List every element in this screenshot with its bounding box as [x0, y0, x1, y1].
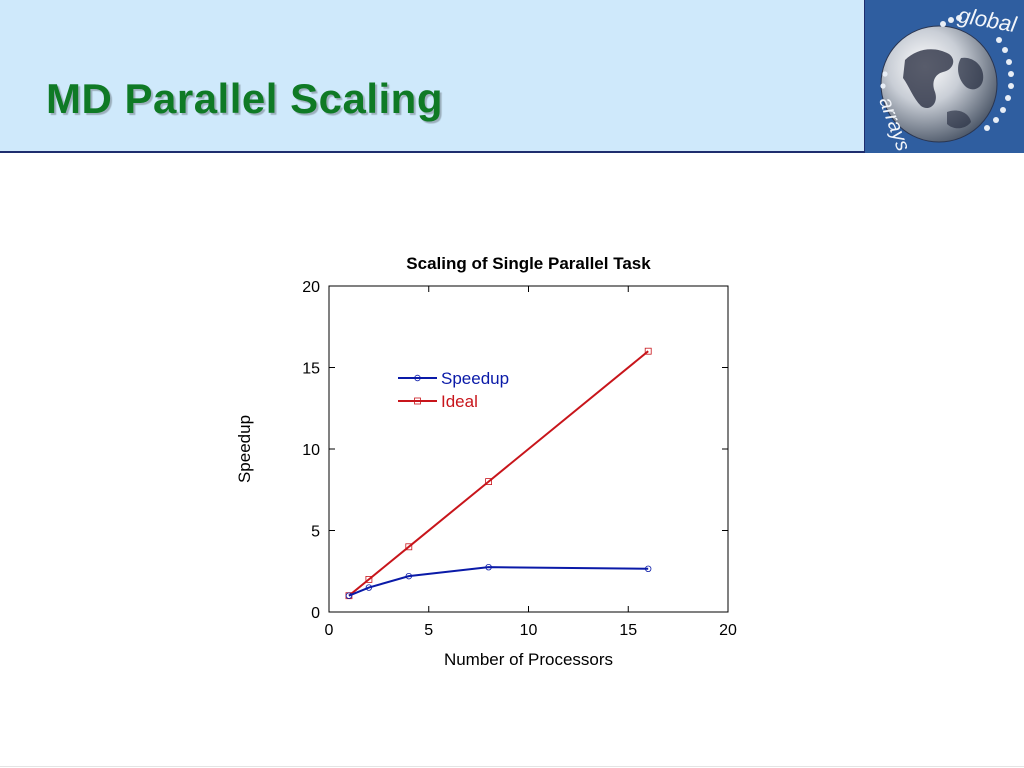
speedup-point — [345, 592, 353, 599]
footer-rule — [0, 766, 1024, 767]
y-tick-label: 0 — [311, 605, 320, 622]
x-tick-label: 20 — [719, 622, 737, 639]
x-tick-label: 0 — [325, 622, 334, 639]
chart-title: Scaling of Single Parallel Task — [406, 254, 651, 273]
legend-label-speedup: Speedup — [441, 369, 509, 388]
speedup-point — [365, 584, 373, 591]
speedup-point — [485, 563, 492, 571]
ideal-series-line — [348, 350, 649, 597]
ideal-point — [365, 576, 373, 583]
y-tick-label: 20 — [302, 279, 320, 296]
global-arrays-logo: global arrays — [864, 0, 1024, 153]
y-tick-label: 10 — [302, 442, 320, 459]
y-axis-label: Speedup — [235, 415, 254, 483]
ideal-point — [485, 478, 493, 486]
globe-icon — [880, 15, 1014, 143]
x-tick-label: 10 — [520, 622, 538, 639]
legend-marker-ideal — [414, 397, 421, 405]
x-axis-label: Number of Processors — [444, 650, 613, 669]
speedup-point — [405, 572, 412, 580]
x-tick-label: 5 — [424, 622, 433, 639]
speedup-point — [645, 565, 652, 573]
speedup-series-line — [348, 566, 649, 597]
slide-title: MD Parallel Scaling — [46, 75, 443, 122]
x-tick-label: 15 — [619, 622, 637, 639]
y-tick-label: 5 — [311, 524, 320, 541]
ideal-point — [644, 347, 652, 355]
legend-label-ideal: Ideal — [441, 392, 478, 411]
legend-marker-speedup — [414, 374, 421, 382]
y-tick-label: 15 — [302, 361, 320, 378]
slide-header: MD Parallel Scaling — [0, 0, 1024, 153]
ideal-point — [405, 543, 413, 551]
